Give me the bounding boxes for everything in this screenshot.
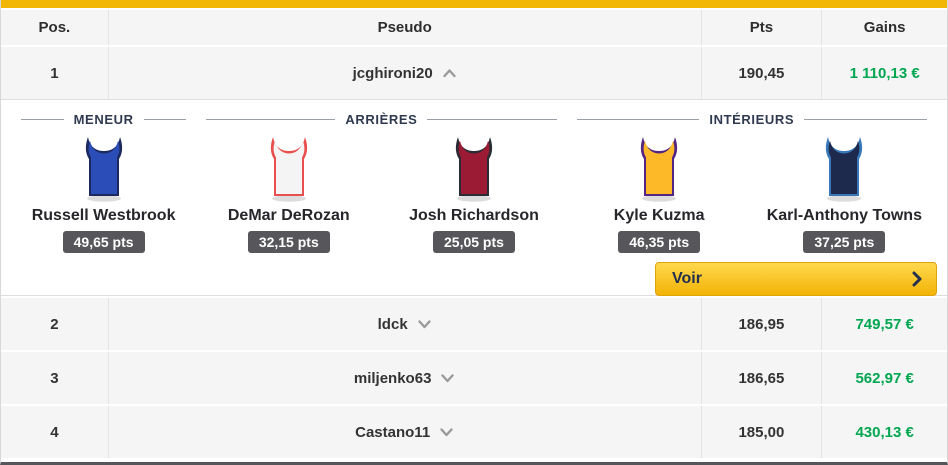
row-pseudo-cell: jcghironi20	[107, 47, 701, 99]
player-name: Karl-Anthony Towns	[766, 207, 922, 224]
row-pts: 186,65	[700, 352, 822, 404]
player-card: Karl-Anthony Towns 37,25 pts	[752, 137, 937, 253]
group-label: INTÉRIEURS	[709, 112, 795, 127]
row-pseudo-cell: miljenko63	[107, 352, 701, 404]
pseudo-label: ldck	[377, 315, 408, 333]
row-pseudo-cell: ldck	[107, 298, 701, 350]
row-pts: 186,95	[700, 298, 822, 350]
row-pts: 185,00	[700, 406, 822, 458]
column-header-gains: Gains	[821, 10, 947, 45]
row-gains: 1 110,13 €	[821, 47, 947, 99]
row-pos: 4	[50, 423, 59, 441]
group-arrieres: ARRIÈRES	[196, 112, 566, 127]
column-header-pts: Pts	[700, 10, 822, 45]
row-gains: 749,57 €	[821, 298, 947, 350]
player-name: Russell Westbrook	[31, 207, 176, 224]
position-groups: MENEUR ARRIÈRES INTÉRIEURS	[11, 112, 937, 127]
table-header-row: Pos. Pseudo Pts Gains	[1, 8, 947, 45]
player-points-badge: 25,05 pts	[433, 231, 515, 253]
player-card: DeMar DeRozan 32,15 pts	[196, 137, 381, 253]
group-meneur: MENEUR	[11, 112, 196, 127]
group-label: MENEUR	[73, 112, 134, 127]
table-row[interactable]: 3 miljenko63 186,65 562,97 €	[1, 350, 947, 404]
table-row[interactable]: 2 ldck 186,95 749,57 €	[1, 296, 947, 350]
row-pos: 2	[50, 315, 59, 333]
row-gains: 562,97 €	[821, 352, 947, 404]
jersey-icon	[85, 137, 122, 202]
player-card: Kyle Kuzma 46,35 pts	[567, 137, 752, 253]
pseudo-toggle[interactable]: miljenko63	[354, 370, 456, 387]
column-header-pos: Pos.	[38, 19, 71, 36]
player-name: DeMar DeRozan	[227, 207, 350, 224]
pseudo-label: Castano11	[355, 423, 431, 441]
jersey-icon	[270, 137, 307, 202]
table-row[interactable]: 4 Castano11 185,00 430,13 €	[1, 404, 947, 458]
view-button[interactable]: Voir	[655, 262, 937, 296]
row-pts: 190,45	[700, 47, 822, 99]
pseudo-toggle[interactable]: ldck	[378, 316, 432, 333]
group-label: ARRIÈRES	[345, 112, 418, 127]
pseudo-label: jcghironi20	[352, 64, 433, 82]
row-pos: 1	[50, 64, 59, 82]
chevron-up-icon	[442, 69, 456, 78]
player-points-badge: 49,65 pts	[62, 231, 145, 253]
row-pos: 3	[50, 369, 59, 387]
chevron-right-icon	[912, 271, 922, 287]
player-name: Josh Richardson	[409, 207, 539, 224]
row-pseudo-cell: Castano11	[107, 406, 701, 458]
player-points-badge: 32,15 pts	[247, 231, 330, 253]
column-header-pseudo: Pseudo	[107, 10, 701, 45]
player-card: Russell Westbrook 49,65 pts	[11, 137, 196, 253]
view-button-row: Voir	[11, 262, 937, 296]
player-points-badge: 37,25 pts	[803, 231, 886, 253]
player-card: Josh Richardson 25,05 pts	[381, 137, 566, 253]
jersey-icon	[641, 137, 678, 202]
team-detail-panel: MENEUR ARRIÈRES INTÉRIEURS Russell Westb…	[1, 99, 947, 296]
accent-top-bar	[1, 0, 947, 8]
player-name: Kyle Kuzma	[613, 207, 705, 224]
pseudo-toggle[interactable]: Castano11	[355, 424, 454, 441]
view-button-label: Voir	[672, 270, 702, 287]
group-interieurs: INTÉRIEURS	[567, 112, 937, 127]
chevron-down-icon	[441, 374, 455, 383]
pseudo-toggle[interactable]: jcghironi20	[353, 65, 457, 82]
pseudo-label: miljenko63	[353, 369, 432, 387]
players-row: Russell Westbrook 49,65 pts DeMar DeRoza…	[11, 137, 937, 253]
table-row[interactable]: 1 jcghironi20 190,45 1 110,13 €	[1, 45, 947, 99]
chevron-down-icon	[440, 428, 453, 437]
chevron-down-icon	[417, 320, 431, 329]
jersey-icon	[455, 137, 493, 202]
jersey-icon	[826, 137, 863, 202]
player-points-badge: 46,35 pts	[618, 231, 701, 253]
row-gains: 430,13 €	[821, 406, 947, 458]
